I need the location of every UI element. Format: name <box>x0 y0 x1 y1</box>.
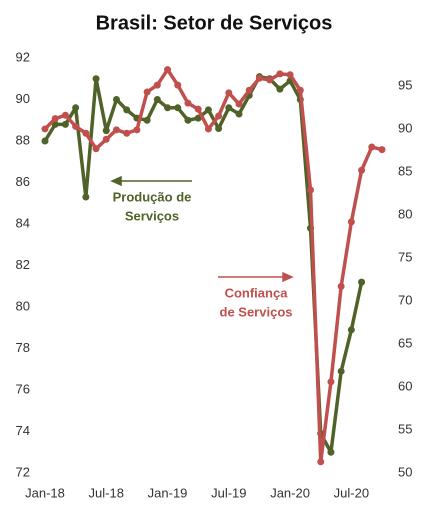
marker <box>143 116 151 124</box>
marker <box>72 122 80 130</box>
marker <box>133 126 141 134</box>
marker <box>82 129 90 137</box>
marker <box>194 114 202 122</box>
y2-tick-label: 80 <box>398 206 412 221</box>
marker <box>276 70 284 78</box>
marker <box>61 111 69 119</box>
marker <box>378 146 386 154</box>
y-tick-label: 86 <box>16 174 30 189</box>
arrow <box>110 175 192 187</box>
marker <box>174 81 182 89</box>
y-tick-label: 76 <box>16 381 30 396</box>
marker <box>174 104 182 112</box>
line <box>43 67 383 464</box>
y2-tick-label: 55 <box>398 421 412 436</box>
annotation: Confiança <box>225 285 289 300</box>
marker <box>266 76 274 84</box>
y-tick-label: 90 <box>16 91 30 106</box>
marker <box>184 116 192 124</box>
marker <box>235 100 243 108</box>
marker <box>235 110 243 118</box>
marker <box>102 135 110 143</box>
x-tick-label: Jul-19 <box>211 485 246 500</box>
marker <box>296 86 304 94</box>
marker <box>204 106 212 114</box>
marker <box>307 186 315 194</box>
marker <box>358 278 366 286</box>
y2-tick-label: 60 <box>398 378 412 393</box>
marker <box>164 104 172 112</box>
y-tick-label: 78 <box>16 340 30 355</box>
marker <box>327 378 335 386</box>
y2-tick-label: 90 <box>398 120 412 135</box>
y2-tick-label: 70 <box>398 292 412 307</box>
marker <box>255 74 263 82</box>
marker <box>143 88 151 96</box>
marker <box>72 104 80 112</box>
marker <box>41 137 49 145</box>
marker <box>286 71 294 79</box>
marker <box>276 85 284 93</box>
marker <box>327 448 335 456</box>
marker <box>92 145 100 153</box>
y2-tick-label: 75 <box>398 249 412 264</box>
marker <box>153 96 161 103</box>
y-tick-label: 92 <box>16 49 30 64</box>
x-tick-label: Jan-19 <box>148 485 188 500</box>
line <box>43 74 364 454</box>
marker <box>215 112 223 120</box>
y-tick-label: 84 <box>16 215 30 230</box>
marker <box>153 81 161 89</box>
x-tick-label: Jan-18 <box>25 485 65 500</box>
chart-title: Brasil: Setor de Serviços <box>96 12 333 34</box>
marker <box>215 125 223 133</box>
marker <box>123 106 131 114</box>
y2-tick-label: 85 <box>398 163 412 178</box>
marker <box>337 367 345 375</box>
y2-tick-label: 95 <box>398 77 412 92</box>
annotation: Produção de <box>113 189 192 204</box>
marker <box>347 218 355 226</box>
marker <box>358 166 366 174</box>
y2-tick-label: 50 <box>398 464 412 479</box>
marker <box>194 105 202 113</box>
arrow <box>218 271 294 283</box>
x-tick-label: Jan-20 <box>270 485 310 500</box>
marker <box>164 66 172 74</box>
marker <box>102 127 110 135</box>
x-tick-label: Jul-18 <box>89 485 124 500</box>
marker <box>61 120 69 128</box>
marker <box>82 193 90 201</box>
marker <box>225 89 233 97</box>
y-tick-label: 88 <box>16 132 30 147</box>
y-tick-label: 80 <box>16 298 30 313</box>
marker <box>204 125 212 133</box>
marker <box>112 126 120 134</box>
marker <box>225 104 233 112</box>
y-tick-label: 82 <box>16 257 30 272</box>
marker <box>368 143 376 151</box>
marker <box>317 458 325 466</box>
marker <box>347 326 355 334</box>
marker <box>337 282 345 290</box>
y2-tick-label: 65 <box>398 335 412 350</box>
marker <box>92 75 100 83</box>
y-tick-label: 74 <box>16 423 30 438</box>
y-tick-label: 72 <box>16 464 30 479</box>
marker <box>51 115 59 123</box>
marker <box>245 86 253 94</box>
marker <box>184 99 192 107</box>
marker <box>112 96 120 103</box>
x-tick-label: Jul-20 <box>334 485 369 500</box>
marker <box>41 125 49 133</box>
annotation: de Serviços <box>220 304 293 319</box>
marker <box>123 129 131 137</box>
annotation: Serviços <box>125 208 179 223</box>
